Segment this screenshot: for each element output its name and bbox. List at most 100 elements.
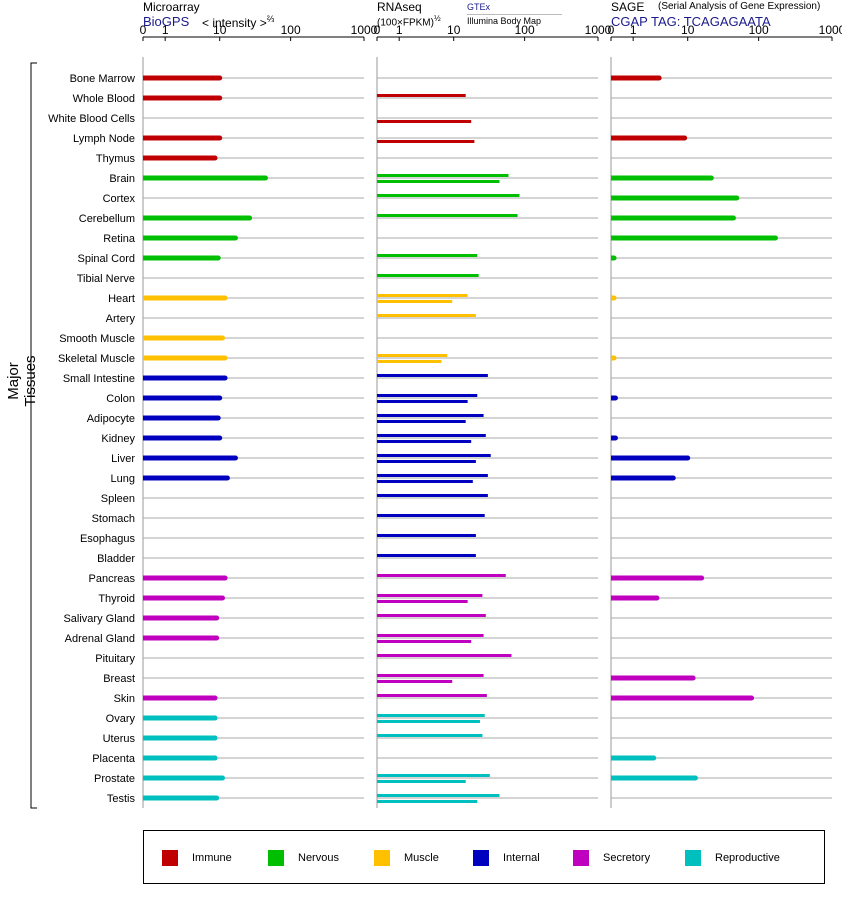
sage-bar <box>611 575 702 581</box>
rnaseq-ibm-bar <box>377 400 468 403</box>
rnaseq-gtex-bar <box>377 554 476 557</box>
legend-label-muscle: Muscle <box>404 852 439 864</box>
microarray-bar <box>143 255 219 261</box>
tissue-label: Esophagus <box>80 533 136 545</box>
tissue-label: Adipocyte <box>87 413 135 425</box>
rnaseq-gtex-bar <box>377 574 506 577</box>
legend-swatch-secretory <box>573 850 589 866</box>
microarray-tick-label: 1000 <box>351 23 378 37</box>
legend-item-nervous: Nervous <box>268 850 339 866</box>
tissue-label: Thymus <box>96 153 136 165</box>
tissue-label: Tibial Nerve <box>77 273 135 285</box>
microarray-bar-end <box>219 775 225 781</box>
rnaseq-tick-label: 0 <box>374 23 381 37</box>
sage-bar <box>611 135 685 141</box>
microarray-bar-end <box>232 235 238 241</box>
microarray-bar <box>143 335 223 341</box>
tissue-label: Spleen <box>101 493 135 505</box>
tissue-label: Pancreas <box>89 573 136 585</box>
tissue-label: Cortex <box>103 193 136 205</box>
tissue-label: Breast <box>103 673 135 685</box>
legend-swatch-internal <box>473 850 489 866</box>
sage-bar <box>611 175 712 181</box>
tissue-label: Colon <box>106 393 135 405</box>
rnaseq-gtex-bar <box>377 194 520 197</box>
microarray-bar <box>143 175 266 181</box>
rnaseq-gtex-bar <box>377 714 485 717</box>
legend-swatch-muscle <box>374 850 390 866</box>
sage-bar <box>611 215 734 221</box>
rnaseq-tick-label: 1 <box>396 23 403 37</box>
microarray-bar-end <box>232 455 238 461</box>
sage-bar <box>611 235 776 241</box>
microarray-bar-end <box>224 475 230 481</box>
sage-tick-label: 1 <box>630 23 637 37</box>
rnaseq-gtex-bar <box>377 174 509 177</box>
tissue-label: Bone Marrow <box>70 73 135 85</box>
tissue-label: Salivary Gland <box>63 613 135 625</box>
sage-bar <box>611 595 657 601</box>
microarray-bar <box>143 575 226 581</box>
sage-bar <box>611 775 696 781</box>
microarray-bar-end <box>217 435 223 441</box>
microarray-tick-label: 10 <box>213 23 227 37</box>
rnaseq-ibm-bar <box>377 120 472 123</box>
rnaseq-ibm-bar <box>377 720 480 723</box>
rnaseq-ibm-bar <box>377 780 466 783</box>
legend-swatch-reproductive <box>685 850 701 866</box>
rnaseq-gtex-bar <box>377 514 485 517</box>
sage-bar <box>611 675 694 681</box>
microarray-bar-end <box>217 135 223 141</box>
microarray-bar-end <box>212 755 218 761</box>
tissue-group-bracket <box>30 62 37 809</box>
tissue-label: Pituitary <box>95 653 135 665</box>
microarray-bar <box>143 635 217 641</box>
microarray-bar <box>143 355 226 361</box>
microarray-bar-end <box>247 215 253 221</box>
microarray-metric-text: < intensity > <box>202 16 267 30</box>
microarray-bar-end <box>217 395 223 401</box>
sage-bar <box>611 755 654 761</box>
tissue-label: Brain <box>109 173 135 185</box>
microarray-bar-end <box>212 735 218 741</box>
sage-bar-end <box>692 775 698 781</box>
rnaseq-tick-label: 1000 <box>585 23 612 37</box>
tissue-label: Skin <box>114 693 135 705</box>
sage-bar-end <box>730 215 736 221</box>
legend-label-nervous: Nervous <box>298 852 339 864</box>
rnaseq-ibm-bar <box>377 460 476 463</box>
microarray-metric-power: ⅔ <box>266 14 275 24</box>
tissue-label: Thyroid <box>98 593 135 605</box>
rnaseq-gtex-bar <box>377 474 488 477</box>
rnaseq-metric-text: (100×FPKM) <box>377 17 434 29</box>
microarray-bar <box>143 715 216 721</box>
rnaseq-metric: (100×FPKM)½ <box>377 14 441 28</box>
microarray-bar <box>143 75 220 81</box>
rnaseq-gtex-bar <box>377 354 448 357</box>
tissue-label: Retina <box>103 233 136 245</box>
microarray-bar <box>143 795 217 801</box>
microarray-bar <box>143 755 216 761</box>
microarray-bar <box>143 235 236 241</box>
microarray-bar-end <box>219 595 225 601</box>
rnaseq-gtex-bar <box>377 534 476 537</box>
sage-tick-label: 10 <box>681 23 695 37</box>
microarray-bar-end <box>262 175 268 181</box>
sage-bar <box>611 75 660 81</box>
microarray-bar <box>143 615 217 621</box>
microarray-bar-end <box>215 255 221 261</box>
microarray-bar <box>143 695 216 701</box>
microarray-bar-end <box>219 335 225 341</box>
tissue-label: Skeletal Muscle <box>58 353 135 365</box>
sage-bar <box>611 475 674 481</box>
tissue-label: Whole Blood <box>73 93 135 105</box>
rnaseq-gtex-bar <box>377 94 466 97</box>
microarray-bar-end <box>222 295 228 301</box>
sage-bar <box>611 695 752 701</box>
sage-bar-end <box>690 675 696 681</box>
microarray-bar-end <box>212 715 218 721</box>
microarray-bar-end <box>212 695 218 701</box>
rnaseq-source-gtex: GTEx <box>467 2 491 12</box>
legend-label-internal: Internal <box>503 852 540 864</box>
